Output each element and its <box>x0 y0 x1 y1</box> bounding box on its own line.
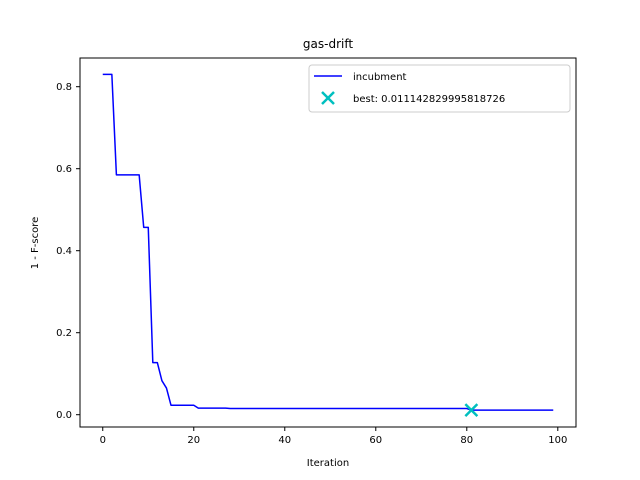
y-tick-label-3: 0.6 <box>56 164 72 175</box>
legend: incubment best: 0.011142829995818726 <box>308 64 571 113</box>
y-tick-label-0: 0.0 <box>56 410 72 421</box>
y-tick-label-4: 0.8 <box>56 82 72 93</box>
legend-entry-incubment: incubment <box>353 72 407 83</box>
x-tick-label-3: 60 <box>369 435 382 446</box>
legend-marker-swatch-2 <box>321 91 335 105</box>
x-tick-label-5: 100 <box>548 435 567 446</box>
x-tick-label-0: 0 <box>100 435 106 446</box>
y-tick-label-1: 0.2 <box>56 328 72 339</box>
x-axis-label: Iteration <box>307 458 349 469</box>
x-tick-label-4: 80 <box>460 435 473 446</box>
legend-entry-best: best: 0.011142829995818726 <box>353 94 505 105</box>
x-tick-label-2: 40 <box>278 435 291 446</box>
legend-box <box>308 64 571 113</box>
y-tick-label-2: 0.4 <box>56 246 72 257</box>
chart-title: gas-drift <box>303 37 353 51</box>
axes-frame <box>79 57 577 428</box>
best-marker <box>464 403 479 418</box>
series-line-0 <box>102 73 554 411</box>
y-axis-label: 1 - F-score <box>30 217 41 270</box>
plot-area: 0 20 40 60 80 100 0.0 0.2 0.4 0.6 0.8 <box>56 57 577 446</box>
best-marker-stroke-2 <box>464 403 479 418</box>
x-tick-label-1: 20 <box>187 435 200 446</box>
